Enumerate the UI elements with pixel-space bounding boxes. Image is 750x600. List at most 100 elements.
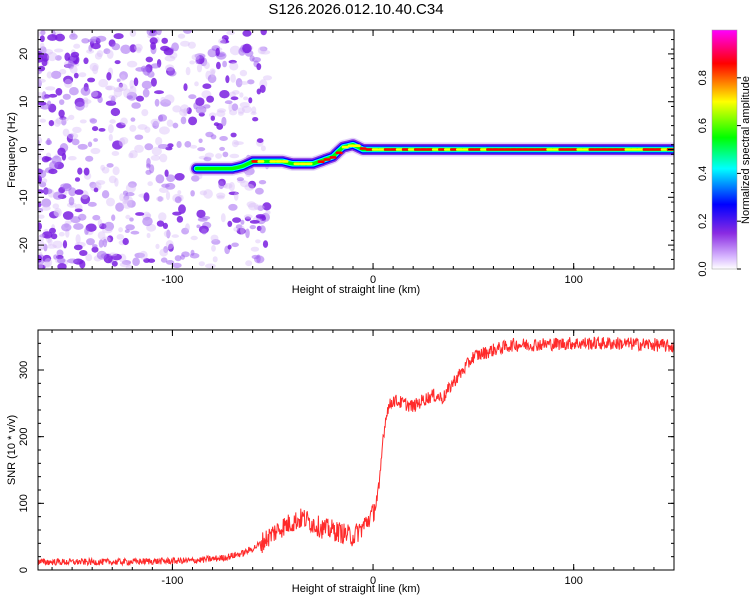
noise-blob (248, 97, 253, 104)
noise-blob (118, 82, 123, 88)
noise-blob (262, 202, 272, 211)
noise-blob (235, 78, 243, 88)
y-tick-label: 0 (18, 567, 30, 573)
noise-blob (125, 264, 134, 269)
noise-blob (199, 190, 208, 196)
noise-blob (185, 66, 191, 76)
noise-blob (239, 69, 248, 77)
noise-blob (69, 87, 79, 96)
snr-ylabel: SNR (10 * v/v) (6, 415, 18, 485)
noise-blob (188, 116, 198, 126)
colorbar-tick-label: 0.0 (697, 261, 709, 276)
noise-blob (166, 174, 176, 182)
y-tick-label: 0 (18, 146, 30, 152)
noise-blob (247, 79, 255, 85)
noise-blob (106, 85, 113, 91)
noise-blob (146, 232, 151, 239)
noise-blob (258, 180, 267, 185)
noise-blob (106, 49, 114, 59)
noise-blob (220, 213, 226, 223)
noise-blob (113, 87, 123, 98)
noise-blob (80, 194, 91, 205)
noise-blob (136, 95, 144, 102)
noise-blob (256, 138, 264, 144)
noise-blob (75, 234, 81, 244)
noise-blob (177, 33, 186, 39)
noise-blob (150, 155, 161, 161)
noise-blob (137, 124, 148, 130)
noise-blob (87, 201, 97, 207)
noise-blob (38, 101, 47, 106)
noise-blob (87, 141, 93, 148)
noise-blob (215, 153, 223, 159)
noise-blob (110, 107, 121, 117)
noise-blob (86, 49, 95, 54)
noise-blob (62, 128, 70, 137)
noise-blob (165, 240, 174, 250)
noise-blob (203, 61, 210, 70)
noise-blob (55, 117, 63, 125)
noise-blob (158, 187, 169, 194)
spectrogram-ridge (189, 137, 674, 176)
noise-blob (48, 93, 58, 98)
noise-blob (67, 60, 75, 70)
noise-blob (172, 211, 182, 216)
noise-blob (56, 257, 66, 264)
y-tick-label: 200 (18, 427, 30, 445)
noise-blob (228, 102, 233, 112)
noise-blob (168, 243, 174, 252)
noise-blob (190, 235, 198, 241)
noise-blob (118, 227, 123, 233)
noise-blob (39, 46, 47, 55)
colorbar-label: Normalized spectral amplitude (740, 76, 750, 224)
noise-blob (90, 43, 101, 50)
noise-blob (120, 74, 126, 82)
noise-blob (139, 250, 148, 260)
noise-blob (194, 53, 206, 59)
noise-blob (158, 212, 167, 222)
noise-blob (84, 227, 89, 235)
noise-blob (242, 30, 252, 37)
noise-blob (262, 75, 273, 81)
x-tick-label: -100 (161, 274, 183, 286)
noise-blob (44, 258, 53, 268)
noise-blob (101, 166, 110, 174)
noise-blob (195, 97, 205, 106)
x-tick-label: 100 (565, 274, 583, 286)
noise-blob (150, 63, 160, 69)
noise-blob (83, 97, 89, 103)
noise-blob (216, 61, 221, 70)
noise-blob (74, 189, 84, 195)
noise-blob (198, 138, 203, 144)
noise-blob (63, 75, 74, 85)
noise-blob (189, 60, 196, 65)
noise-blob (67, 258, 78, 264)
noise-blob (38, 189, 45, 194)
noise-blob (134, 43, 143, 52)
noise-blob (59, 99, 65, 105)
noise-blob (38, 214, 45, 219)
noise-blob (232, 90, 240, 95)
noise-blob (210, 234, 219, 242)
noise-blob (71, 138, 80, 146)
noise-blob (251, 106, 257, 114)
noise-blob (260, 30, 267, 36)
noise-blob (177, 190, 182, 195)
noise-blob (161, 183, 170, 188)
noise-blob (159, 248, 168, 257)
noise-blob (126, 200, 136, 208)
noise-blob (94, 52, 103, 60)
noise-blob (60, 183, 72, 189)
noise-blob (211, 245, 216, 252)
noise-blob (43, 260, 51, 268)
noise-blob (207, 74, 217, 84)
noise-blob (198, 261, 205, 267)
noise-blob (229, 109, 238, 116)
noise-blob (183, 83, 188, 91)
noise-blob (38, 222, 42, 231)
noise-blob (146, 157, 151, 168)
noise-blob (62, 93, 71, 100)
noise-blob (227, 244, 232, 250)
noise-blob (248, 180, 257, 189)
noise-blob (120, 117, 128, 126)
